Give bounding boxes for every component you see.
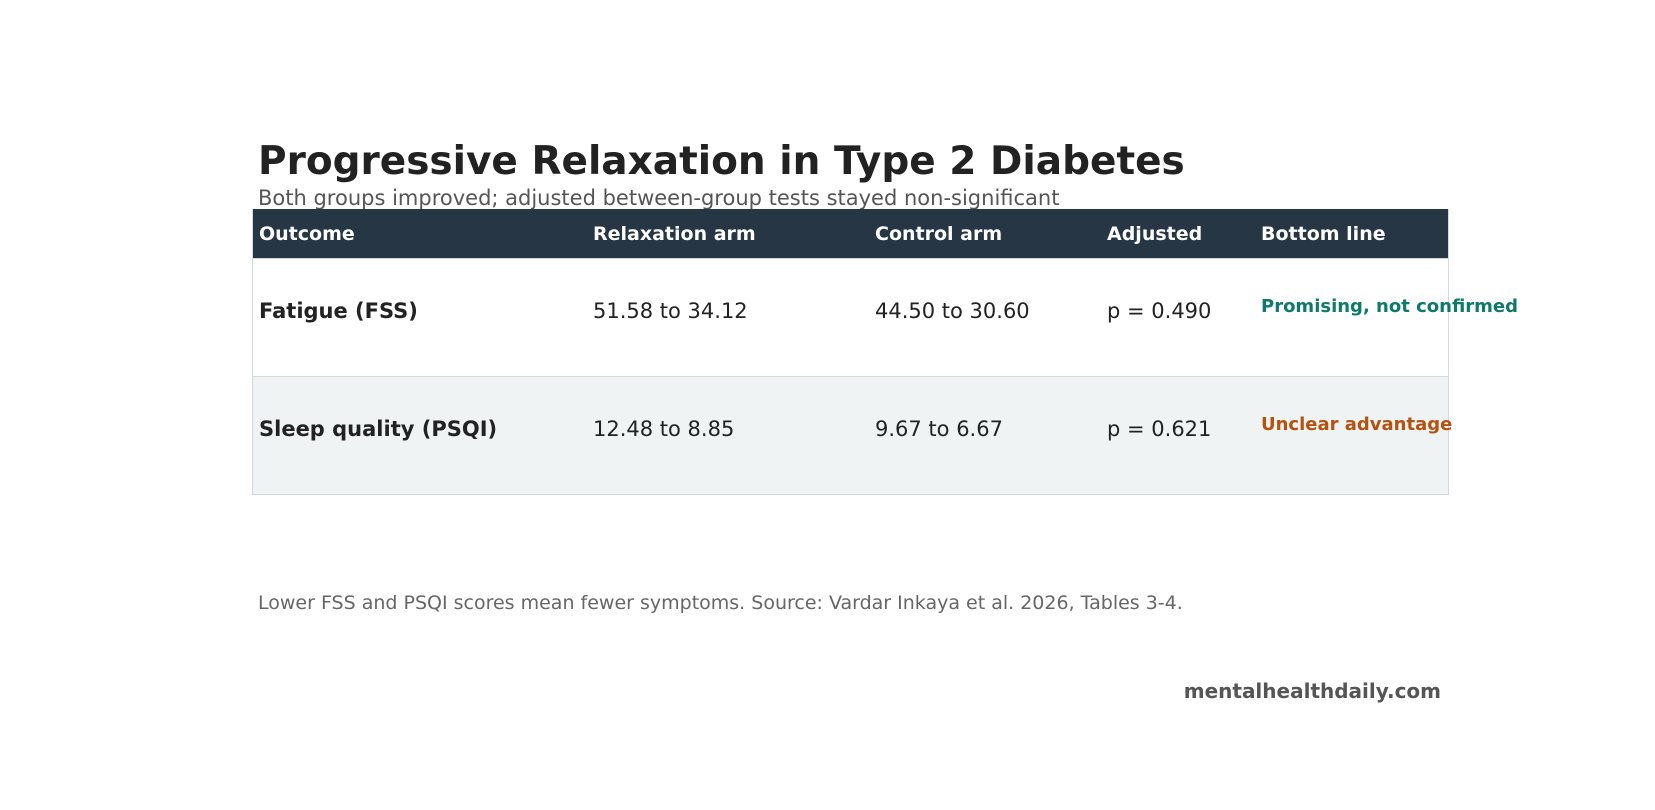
results-table: Outcome Relaxation arm Control arm Adjus… bbox=[252, 209, 1518, 495]
relaxation-arm-cell: 51.58 to 34.12 bbox=[593, 299, 748, 323]
control-arm-cell: 9.67 to 6.67 bbox=[875, 417, 1003, 441]
brand-watermark: mentalhealthdaily.com bbox=[1183, 679, 1441, 703]
source-footnote: Lower FSS and PSQI scores mean fewer sym… bbox=[258, 592, 1183, 614]
header-bottom-line: Bottom line bbox=[1261, 223, 1386, 245]
header-outcome: Outcome bbox=[259, 223, 355, 245]
bottom-line-cell: Promising, not confirmed bbox=[1261, 296, 1519, 317]
page-subtitle: Both groups improved; adjusted between-g… bbox=[258, 186, 1060, 210]
table-row: Fatigue (FSS) 51.58 to 34.12 44.50 to 30… bbox=[253, 258, 1518, 376]
table-row: Sleep quality (PSQI) 12.48 to 8.85 9.67 … bbox=[253, 376, 1452, 494]
outcome-cell: Sleep quality (PSQI) bbox=[259, 417, 498, 441]
header-adjusted: Adjusted bbox=[1107, 223, 1203, 245]
control-arm-cell: 44.50 to 30.60 bbox=[875, 299, 1030, 323]
header-control-arm: Control arm bbox=[875, 223, 1003, 245]
adjusted-p-cell: p = 0.621 bbox=[1107, 417, 1212, 441]
table-header-row: Outcome Relaxation arm Control arm Adjus… bbox=[253, 209, 1448, 258]
outcome-cell: Fatigue (FSS) bbox=[259, 299, 418, 323]
bottom-line-cell: Unclear advantage bbox=[1261, 414, 1453, 435]
page-title: Progressive Relaxation in Type 2 Diabete… bbox=[258, 139, 1185, 184]
adjusted-p-cell: p = 0.490 bbox=[1107, 299, 1212, 323]
header-relaxation-arm: Relaxation arm bbox=[593, 223, 756, 245]
relaxation-arm-cell: 12.48 to 8.85 bbox=[593, 417, 735, 441]
